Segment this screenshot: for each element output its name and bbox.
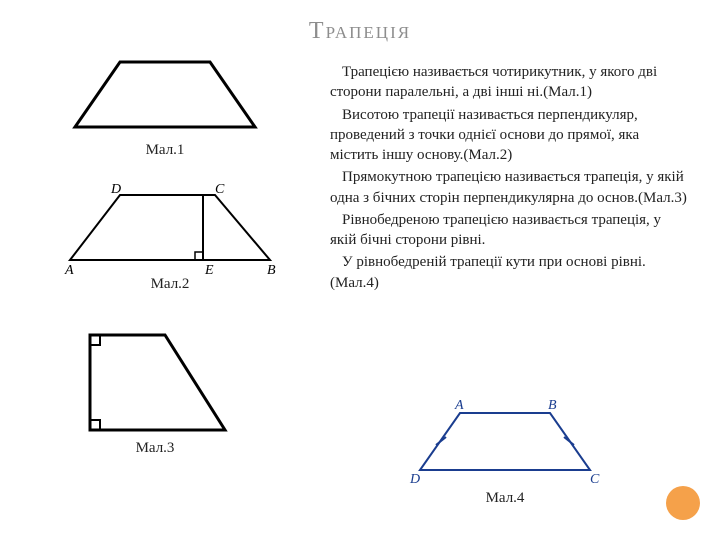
definition-text: Трапецією називається чотирикутник, у як… [330, 62, 690, 295]
figure-3: Мал.3 [70, 320, 240, 457]
paragraph-1: Трапецією називається чотирикутник, у як… [330, 62, 690, 103]
vertex-c-label: C [215, 182, 225, 197]
figure-1: Мал.1 [60, 52, 270, 159]
vertex-b-label: B [548, 398, 557, 413]
isosceles-trapezoid-icon: A B C D [400, 395, 610, 490]
vertex-a-label: A [64, 263, 74, 278]
trapezoid-height-icon: A B C D E [55, 180, 285, 280]
accent-circle-icon [666, 486, 700, 520]
trapezoid-icon [60, 52, 270, 142]
slide: Трапеція Трапецією називається чотирикут… [0, 0, 720, 540]
figure-2: A B C D E Мал.2 [55, 180, 285, 293]
figure-1-caption: Мал.1 [60, 142, 270, 159]
vertex-d-label: D [110, 182, 121, 197]
figure-3-caption: Мал.3 [70, 440, 240, 457]
paragraph-2: Висотою трапеції називається перпендикул… [330, 105, 690, 166]
vertex-b-label: B [267, 263, 276, 278]
paragraph-5: У рівнобедреній трапеції кути при основі… [330, 252, 690, 293]
page-title: Трапеція [0, 18, 720, 45]
vertex-a-label: A [454, 398, 464, 413]
right-trapezoid-icon [70, 320, 240, 440]
paragraph-3: Прямокутною трапецією називається трапец… [330, 167, 690, 208]
vertex-d-label: D [409, 472, 420, 487]
figure-4: A B C D Мал.4 [400, 395, 610, 507]
vertex-c-label: C [590, 472, 600, 487]
figure-4-caption: Мал.4 [400, 490, 610, 507]
paragraph-4: Рівнобедреною трапецією називається трап… [330, 210, 690, 251]
figure-2-caption: Мал.2 [55, 276, 285, 293]
vertex-e-label: E [204, 263, 214, 278]
